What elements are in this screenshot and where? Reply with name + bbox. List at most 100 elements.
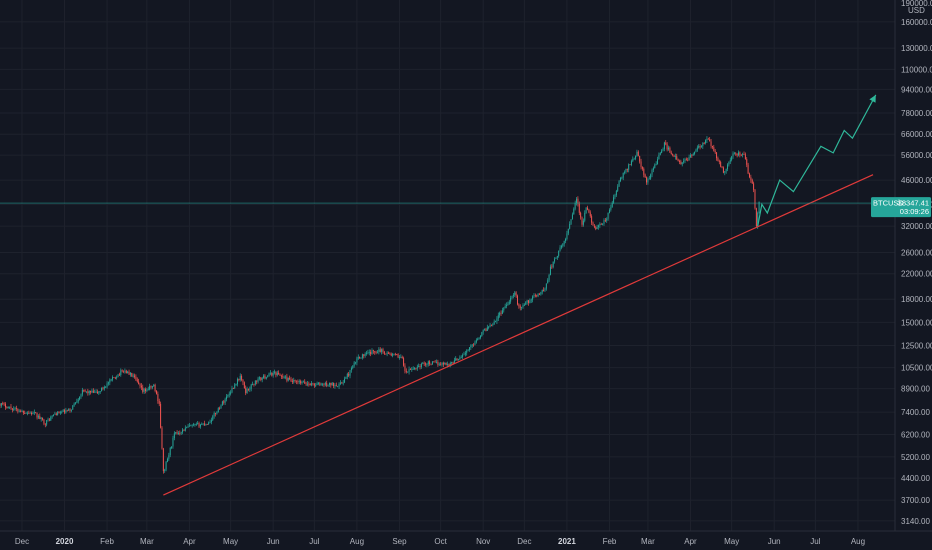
candle	[360, 357, 362, 359]
candle	[463, 351, 465, 356]
candle	[523, 303, 525, 306]
candle-body	[54, 413, 56, 415]
candle	[436, 359, 438, 364]
candle	[81, 387, 83, 397]
candle-body	[401, 356, 403, 359]
candle-body	[335, 385, 337, 387]
candle-body	[420, 363, 422, 367]
candle	[327, 384, 329, 387]
candle-body	[176, 432, 178, 434]
candle-body	[94, 391, 96, 393]
candle	[157, 391, 159, 404]
candle	[468, 347, 470, 352]
candle	[397, 353, 399, 359]
candle	[335, 382, 337, 387]
candle-body	[677, 159, 679, 162]
candle	[740, 154, 742, 157]
candle-body	[44, 423, 46, 425]
candle-body	[383, 351, 385, 354]
chart-grid	[0, 0, 895, 531]
candle	[398, 355, 400, 360]
candle	[696, 145, 698, 152]
candle-body	[593, 225, 595, 228]
candle	[334, 383, 336, 389]
candle	[268, 372, 270, 377]
price-tick-label: 6200.00	[901, 431, 930, 440]
candle-body	[291, 381, 293, 382]
candle-body	[254, 380, 256, 385]
candle	[225, 393, 227, 402]
candle	[215, 412, 217, 417]
candle-body	[374, 351, 376, 353]
candle	[246, 386, 248, 394]
candle	[370, 349, 372, 357]
candle-body	[283, 377, 285, 378]
price-tick-label: 3700.00	[901, 496, 930, 505]
candle-body	[444, 362, 446, 365]
price-tick-label: 56000.00	[901, 151, 932, 160]
candle-body	[540, 292, 542, 295]
candle	[261, 376, 263, 383]
candle-body	[644, 174, 646, 178]
candle	[18, 409, 20, 413]
candle	[567, 228, 569, 236]
candle	[113, 377, 115, 378]
candle-body	[77, 399, 79, 402]
candle	[316, 381, 318, 386]
candle-body	[750, 177, 752, 181]
candle-body	[153, 384, 155, 387]
candle	[610, 204, 612, 212]
candle-body	[735, 153, 737, 155]
candle-body	[96, 391, 98, 394]
candle-body	[157, 393, 159, 402]
candle	[582, 218, 584, 227]
support-trendline[interactable]	[163, 174, 874, 496]
candle	[238, 378, 240, 382]
candle	[537, 292, 539, 298]
candle	[595, 225, 597, 231]
candle-body	[24, 412, 26, 414]
candle	[440, 362, 442, 366]
candle	[630, 159, 632, 167]
candle	[685, 157, 687, 161]
candle	[651, 168, 653, 178]
candle-body	[549, 266, 551, 275]
candle	[754, 189, 756, 210]
candle	[392, 352, 394, 358]
candle	[105, 386, 107, 389]
candle-body	[323, 384, 325, 386]
candle-body	[249, 388, 251, 390]
candle	[462, 353, 464, 360]
time-axis[interactable]: Dec 2020 Feb Mar Apr May Jun Jul Aug Sep Oct Nov Dec…	[0, 530, 932, 550]
price-tick-label: 22000.00	[901, 270, 932, 279]
projection-path[interactable]	[757, 94, 877, 227]
candle	[114, 376, 116, 380]
candle	[578, 201, 580, 216]
candle-body	[670, 152, 672, 155]
candle	[646, 176, 648, 185]
candle-body	[470, 345, 472, 348]
candle-body	[580, 212, 582, 218]
candle-body	[397, 354, 399, 358]
candle-body	[486, 327, 488, 331]
candle-body	[739, 152, 741, 155]
candle	[742, 152, 744, 158]
candle-body	[659, 153, 661, 155]
candle-body	[560, 245, 562, 248]
candle-body	[367, 352, 369, 354]
price-axis[interactable]: 3140.00 3700.00 4400.00 5200.00 6200.00 7400.…	[894, 0, 932, 550]
candle-body	[543, 290, 545, 291]
candle	[118, 372, 120, 377]
candle	[180, 431, 182, 435]
candle-body	[124, 370, 126, 372]
candle-body	[694, 151, 696, 154]
candle	[6, 406, 8, 409]
candle	[155, 389, 157, 395]
candle-body	[746, 159, 748, 165]
candle	[430, 363, 432, 366]
candle	[635, 155, 637, 161]
candle-body	[705, 140, 707, 144]
candle	[375, 350, 377, 355]
candle-body	[294, 380, 296, 381]
